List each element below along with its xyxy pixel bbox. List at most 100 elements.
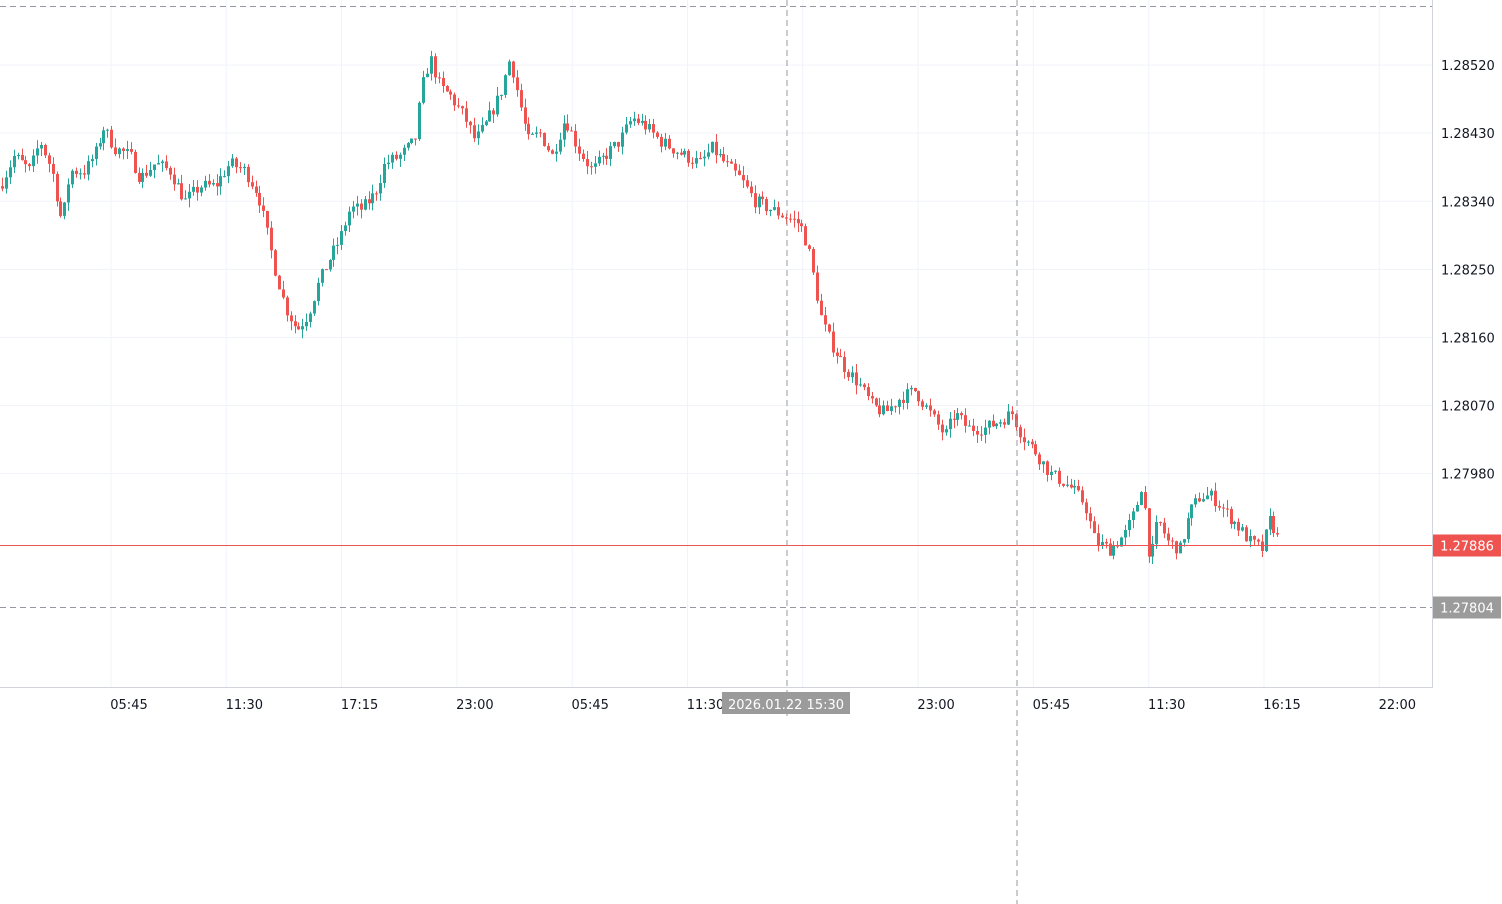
candle xyxy=(32,149,35,172)
candle xyxy=(1148,507,1151,563)
candle xyxy=(216,174,219,196)
candle xyxy=(196,180,199,201)
candle xyxy=(859,377,862,387)
candle xyxy=(473,117,476,143)
candle xyxy=(63,201,66,220)
candle xyxy=(496,87,499,117)
candle xyxy=(1233,520,1236,530)
candle xyxy=(828,323,831,334)
candle xyxy=(516,70,519,97)
candle xyxy=(960,411,963,420)
candle xyxy=(1214,482,1217,512)
candle xyxy=(570,126,573,132)
candle xyxy=(863,383,866,391)
candle xyxy=(929,398,932,417)
candle xyxy=(734,158,737,177)
candle xyxy=(1124,524,1127,545)
candle xyxy=(403,144,406,161)
crosshair-time-label: 2026.01.22 15:30 xyxy=(728,698,844,713)
candle xyxy=(340,225,343,251)
candle xyxy=(91,154,94,168)
last-price-tag: 1.27886 xyxy=(1433,534,1501,557)
candle xyxy=(1058,467,1061,487)
candle xyxy=(282,280,285,300)
candle xyxy=(605,148,608,165)
candle xyxy=(410,138,413,145)
candle xyxy=(625,117,628,135)
candle xyxy=(368,191,371,210)
candle xyxy=(200,185,203,197)
candle xyxy=(313,300,316,317)
candle xyxy=(875,397,878,408)
candle xyxy=(348,206,351,232)
candle xyxy=(664,132,667,151)
candlestick-series xyxy=(1,50,1279,565)
candle xyxy=(956,407,959,426)
time-axis[interactable]: 05:4511:3017:1523:0005:4511:3017:1523:00… xyxy=(110,692,1416,714)
candle xyxy=(227,161,230,184)
candle xyxy=(465,101,468,128)
candle xyxy=(1034,440,1037,457)
candle xyxy=(438,72,441,84)
candle xyxy=(83,165,86,179)
candle xyxy=(890,398,893,416)
candle xyxy=(134,149,137,174)
candle xyxy=(769,209,772,217)
time-tick-label: 05:45 xyxy=(571,698,608,713)
candle xyxy=(1155,515,1158,549)
candle xyxy=(1167,527,1170,546)
candle xyxy=(656,131,659,139)
candle xyxy=(988,420,991,435)
candle xyxy=(309,311,312,328)
crosshair-price-tag: 1.27804 xyxy=(1433,596,1501,619)
candle xyxy=(543,132,546,147)
candle xyxy=(750,181,753,198)
candle xyxy=(17,152,20,160)
candle xyxy=(590,161,593,175)
candle xyxy=(524,98,527,131)
candle xyxy=(231,154,234,168)
candle xyxy=(274,249,277,277)
candle xyxy=(1007,403,1010,426)
candle xyxy=(1218,500,1221,511)
time-tick-label: 11:30 xyxy=(1148,698,1185,713)
candle xyxy=(551,149,554,155)
candle xyxy=(149,161,152,177)
candle xyxy=(208,174,211,188)
candle xyxy=(1249,529,1252,548)
candle xyxy=(1206,487,1209,500)
time-tick-label: 11:30 xyxy=(687,698,724,713)
candle xyxy=(79,168,82,180)
candle xyxy=(173,167,176,191)
candle xyxy=(1210,488,1213,501)
candle xyxy=(44,143,47,159)
candle xyxy=(648,118,651,133)
price-tick-label: 1.28430 xyxy=(1441,127,1495,142)
candle xyxy=(360,199,363,219)
candle xyxy=(110,126,113,149)
candle xyxy=(719,149,722,158)
time-tick-label: 05:45 xyxy=(110,698,147,713)
candle xyxy=(294,315,297,334)
candle xyxy=(680,148,683,156)
candle xyxy=(894,405,897,413)
candle xyxy=(695,150,698,169)
candle xyxy=(914,387,917,393)
candle xyxy=(1159,521,1162,526)
candle xyxy=(1003,418,1006,429)
candle xyxy=(917,390,920,406)
candle xyxy=(660,133,663,153)
candle xyxy=(122,147,125,160)
candle xyxy=(886,400,889,412)
candle xyxy=(1257,538,1260,546)
candle xyxy=(1112,541,1115,560)
candle xyxy=(290,311,293,331)
price-axis[interactable]: 1.28520 1.28430 1.28340 1.28250 1.28160 1.280… xyxy=(1441,59,1495,483)
candle xyxy=(1042,461,1045,473)
candle xyxy=(777,201,780,220)
candle xyxy=(1027,440,1030,447)
candle xyxy=(102,126,105,151)
candle xyxy=(219,168,222,195)
candle xyxy=(535,126,538,138)
